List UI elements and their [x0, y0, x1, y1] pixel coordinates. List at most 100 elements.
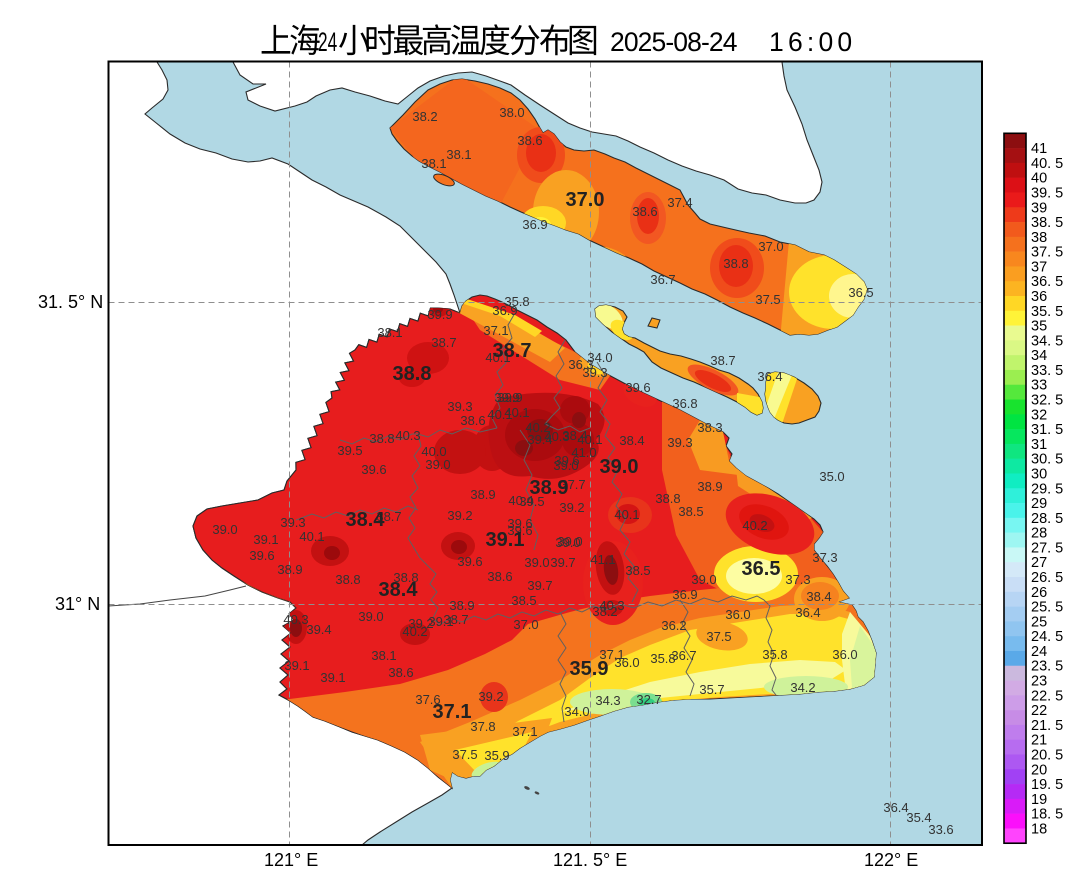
svg-text:38.8: 38.8: [723, 256, 748, 271]
svg-text:39.5: 39.5: [337, 443, 362, 458]
svg-text:37.1: 37.1: [512, 724, 537, 739]
svg-text:31. 5° N: 31. 5° N: [38, 292, 103, 312]
svg-text:40.3: 40.3: [544, 429, 569, 444]
svg-text:39.0: 39.0: [557, 534, 582, 549]
svg-text:30. 5: 30. 5: [1031, 452, 1063, 468]
svg-text:38.7: 38.7: [493, 340, 532, 362]
svg-text:39.2: 39.2: [478, 689, 503, 704]
svg-text:122° E: 122° E: [864, 850, 918, 870]
svg-text:36. 5: 36. 5: [1031, 274, 1063, 290]
svg-text:21. 5: 21. 5: [1031, 718, 1063, 734]
svg-text:40.2: 40.2: [742, 518, 767, 533]
svg-text:39.6: 39.6: [554, 453, 579, 468]
svg-text:40.4: 40.4: [508, 493, 533, 508]
svg-text:38.3: 38.3: [697, 420, 722, 435]
svg-text:26: 26: [1031, 585, 1047, 601]
svg-text:39.0: 39.0: [212, 522, 237, 537]
svg-text:40.1: 40.1: [577, 432, 602, 447]
svg-text:38.4: 38.4: [806, 589, 831, 604]
svg-text:38.5: 38.5: [678, 504, 703, 519]
svg-text:39.2: 39.2: [559, 500, 584, 515]
svg-text:39.6: 39.6: [457, 554, 482, 569]
svg-text:37.3: 37.3: [785, 572, 810, 587]
svg-text:40.1: 40.1: [299, 529, 324, 544]
svg-text:39.0: 39.0: [524, 555, 549, 570]
svg-text:36.7: 36.7: [671, 648, 696, 663]
svg-text:37.7: 37.7: [560, 477, 585, 492]
svg-text:39.1: 39.1: [428, 614, 453, 629]
svg-text:2025-08-24: 2025-08-24: [610, 27, 737, 57]
svg-text:38.6: 38.6: [517, 133, 542, 148]
svg-text:19: 19: [1031, 792, 1047, 808]
svg-text:38.2: 38.2: [592, 604, 617, 619]
svg-text:36.3: 36.3: [568, 357, 593, 372]
svg-text:41.0: 41.0: [571, 445, 596, 460]
svg-text:35.4: 35.4: [906, 810, 931, 825]
svg-text:36.5: 36.5: [742, 558, 781, 580]
svg-text:38.8: 38.8: [393, 570, 418, 585]
svg-text:39.0: 39.0: [555, 535, 580, 550]
svg-text:35: 35: [1031, 319, 1047, 335]
svg-text:40.1: 40.1: [614, 507, 639, 522]
svg-text:41.1: 41.1: [590, 552, 615, 567]
svg-text:38.9: 38.9: [470, 487, 495, 502]
svg-text:38.8: 38.8: [369, 431, 394, 446]
svg-text:36.4: 36.4: [757, 369, 782, 384]
svg-text:37.0: 37.0: [758, 239, 783, 254]
svg-text:36.5: 36.5: [848, 285, 873, 300]
svg-text:38.4: 38.4: [346, 509, 386, 531]
svg-text:35.0: 35.0: [819, 469, 844, 484]
svg-text:38: 38: [1031, 230, 1047, 246]
svg-text:38.7: 38.7: [376, 509, 401, 524]
svg-text:37.6: 37.6: [415, 692, 440, 707]
svg-text:25. 5: 25. 5: [1031, 600, 1063, 616]
svg-text:34.0: 34.0: [564, 704, 589, 719]
svg-text:38.4: 38.4: [379, 579, 419, 601]
svg-text:32: 32: [1031, 407, 1047, 423]
svg-text:37.0: 37.0: [566, 189, 605, 211]
svg-text:23. 5: 23. 5: [1031, 659, 1063, 675]
svg-text:39.0: 39.0: [358, 609, 383, 624]
svg-text:36.4: 36.4: [883, 800, 908, 815]
svg-text:36.9: 36.9: [492, 303, 517, 318]
svg-text:38.1: 38.1: [421, 156, 446, 171]
svg-text:37.4: 37.4: [667, 195, 692, 210]
svg-text:38.5: 38.5: [511, 593, 536, 608]
svg-text:38.6: 38.6: [487, 569, 512, 584]
svg-text:39.9: 39.9: [497, 390, 522, 405]
svg-text:34. 5: 34. 5: [1031, 333, 1063, 349]
svg-text:32. 5: 32. 5: [1031, 393, 1063, 409]
svg-text:38.7: 38.7: [443, 612, 468, 627]
svg-text:39.0: 39.0: [425, 457, 450, 472]
svg-text:34.0: 34.0: [587, 350, 612, 365]
svg-text:32.7: 32.7: [636, 692, 661, 707]
svg-text:24: 24: [318, 26, 337, 57]
svg-text:29: 29: [1031, 496, 1047, 512]
svg-text:40.1: 40.1: [504, 405, 529, 420]
svg-text:37. 5: 37. 5: [1031, 245, 1063, 261]
svg-text:36.7: 36.7: [650, 272, 675, 287]
svg-text:31° N: 31° N: [55, 594, 100, 614]
svg-text:38.4: 38.4: [619, 433, 644, 448]
svg-text:40.0: 40.0: [421, 444, 446, 459]
svg-text:38.6: 38.6: [388, 665, 413, 680]
svg-text:39.3: 39.3: [280, 515, 305, 530]
svg-text:39. 5: 39. 5: [1031, 185, 1063, 201]
svg-text:39.4: 39.4: [527, 432, 552, 447]
svg-text:38.6: 38.6: [460, 413, 485, 428]
svg-text:33: 33: [1031, 378, 1047, 394]
svg-text:35.7: 35.7: [699, 682, 724, 697]
svg-text:31. 5: 31. 5: [1031, 422, 1063, 438]
svg-text:40.2: 40.2: [525, 420, 550, 435]
svg-text:38.6: 38.6: [632, 204, 657, 219]
svg-text:39.1: 39.1: [486, 529, 525, 551]
svg-text:39.6: 39.6: [249, 548, 274, 563]
svg-text:28. 5: 28. 5: [1031, 511, 1063, 527]
svg-text:40: 40: [1031, 171, 1047, 187]
svg-text:37: 37: [1031, 259, 1047, 275]
svg-text:39.6: 39.6: [625, 380, 650, 395]
svg-text:121. 5° E: 121. 5° E: [553, 850, 627, 870]
svg-text:22. 5: 22. 5: [1031, 688, 1063, 704]
svg-text:37.0: 37.0: [513, 617, 538, 632]
svg-text:39.6: 39.6: [507, 516, 532, 531]
